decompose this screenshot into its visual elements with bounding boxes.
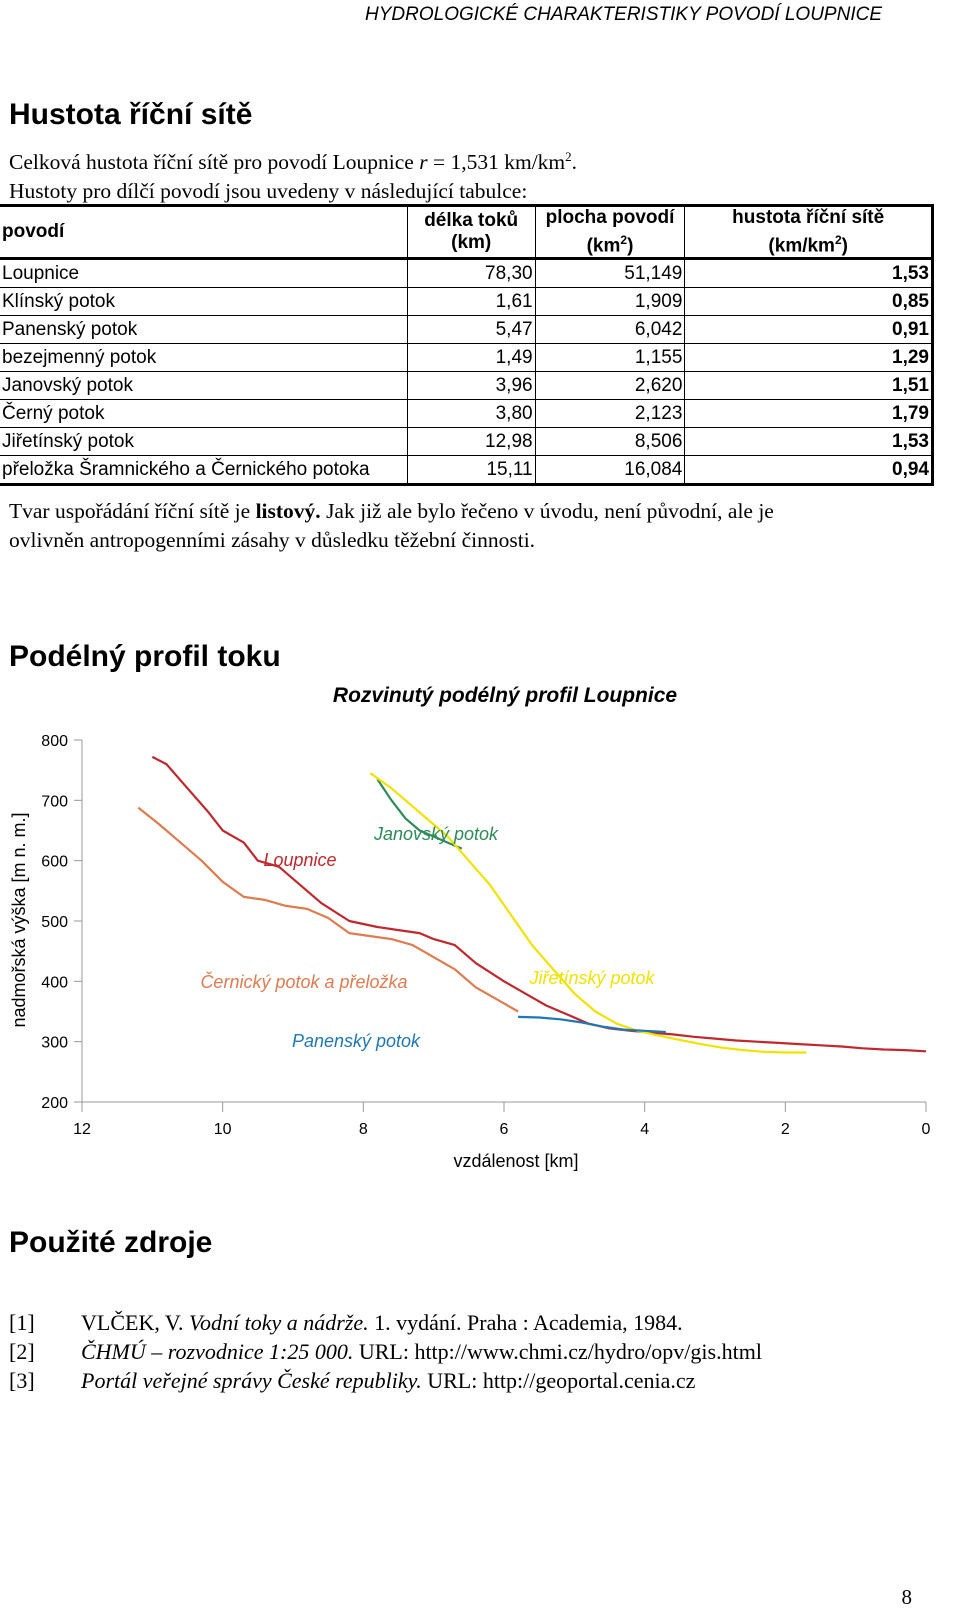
section-title-sources: Použité zdroje [9,1226,213,1259]
running-header: HYDROLOGICKÉ CHARAKTERISTIKY POVODÍ LOUP… [365,4,882,25]
table-row: přeložka Šramnického a Černického potoka… [0,455,934,487]
series-line-černický-potok-a-přeložka [137,806,519,1013]
series-label: Černický potok a přeložka [200,971,407,992]
series-label: Loupnice [263,850,336,870]
x-tick-label: 8 [359,1121,368,1138]
y-tick-label: 500 [41,914,68,931]
table-row: Jiřetínský potok 12,98 8,506 1,53 [0,427,934,457]
table-header-row: povodí délka toků (km) plocha povodí (km2)… [0,203,934,261]
y-tick-label: 600 [41,854,68,871]
table-row: Klínský potok 1,61 1,909 0,85 [0,287,934,317]
page-number: 8 [901,1585,913,1609]
header-plocha: plocha povodí (km2) [535,203,686,261]
table-row: bezejmenný potok 1,49 1,155 1,29 [0,343,934,373]
chart-ylabel: nadmořská výška [m n. m.] [9,812,29,1027]
series-line-panenský-potok [518,1015,666,1034]
table-row: Janovský potok 3,96 2,620 1,51 [0,371,934,401]
header-hustota: hustota říční sítě (km/km2) [684,203,934,261]
x-tick-label: 10 [214,1121,232,1138]
x-tick-label: 4 [640,1121,649,1138]
reference-item: [3] Portál veřejné správy České republiky… [9,1368,696,1393]
header-povodi: povodí [0,203,408,261]
density-table: povodí délka toků (km) plocha povodí (km2)… [0,203,934,487]
y-tick-label: 200 [41,1095,68,1112]
y-tick-label: 800 [41,733,68,750]
section-title-profile: Podélný profil toku [9,640,281,673]
series-label: Janovský potok [373,824,499,844]
reference-item: [2] ČHMÚ – rozvodnice 1:25 000. URL: http… [9,1339,762,1364]
y-tick-label: 700 [41,793,68,810]
series-line-jiřetínský-potok [369,772,807,1054]
density-intro: Celková hustota říční sítě pro povodí Lo… [9,142,577,206]
profile-chart: Rozvinutý podélný profil Loupnice nadmoř… [9,684,931,1171]
series-label: Jiřetínský potok [528,968,655,988]
table-row: Černý potok 3,80 2,123 1,79 [0,399,934,429]
table-row: Panenský potok 5,47 6,042 0,91 [0,315,934,345]
references-list: [1] VLČEK, V. Vodní toky a nádrže. 1. vyd… [9,1308,762,1395]
x-tick-label: 6 [500,1121,509,1138]
shape-line1: Tvar uspořádání říční sítě je listový. J… [9,499,774,523]
series-line-loupnice [151,755,927,1053]
y-tick-label: 400 [41,974,68,991]
header-delka: délka toků (km) [407,203,536,261]
series-line-janovský-potok [376,778,463,850]
chart-xlabel: vzdálenost [km] [453,1151,578,1171]
density-intro-line2: Hustoty pro dílčí povodí jsou uvedeny v … [9,179,528,204]
chart-title: Rozvinutý podélný profil Loupnice [333,684,677,707]
section-title-density: Hustota říční sítě [9,98,253,131]
x-tick-label: 2 [781,1121,790,1138]
shape-line2: ovlivněn antropogenními zásahy v důsledk… [9,528,536,552]
x-tick-label: 12 [73,1121,91,1138]
reference-item: [1] VLČEK, V. Vodní toky a nádrže. 1. vyd… [9,1310,683,1335]
shape-paragraph: Tvar uspořádání říční sítě je listový. J… [9,497,774,555]
density-intro-line1: Celková hustota říční sítě pro povodí Lo… [9,149,578,175]
series-label: Panenský potok [292,1031,421,1051]
x-tick-label: 0 [922,1121,931,1138]
table-row: Loupnice 78,30 51,149 1,53 [0,258,934,289]
y-tick-label: 300 [41,1035,68,1052]
